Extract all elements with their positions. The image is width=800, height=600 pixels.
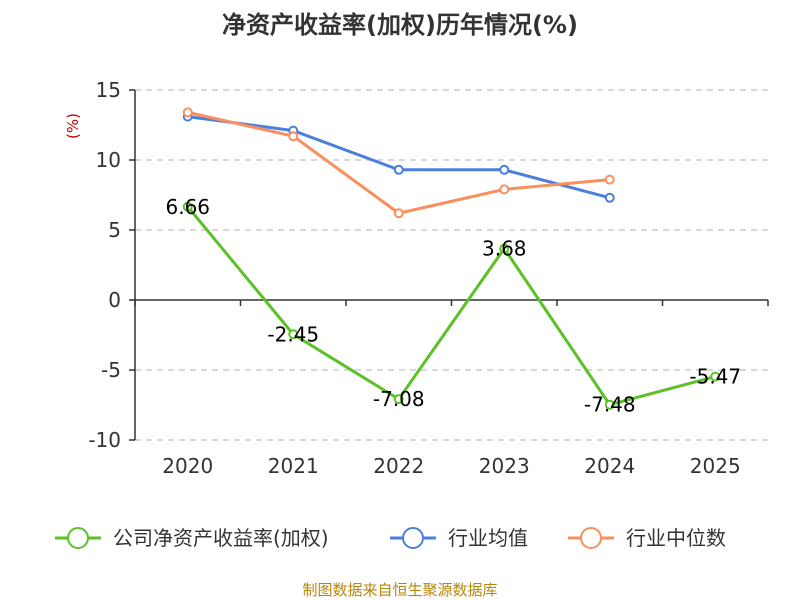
data-point	[499, 184, 510, 195]
x-tick-label: 2022	[373, 454, 424, 478]
chart-title: 净资产收益率(加权)历年情况(%)	[222, 11, 578, 39]
legend-label: 公司净资产收益率(加权)	[113, 526, 329, 550]
series-line-2	[187, 110, 610, 215]
data-point	[393, 164, 404, 175]
x-tick-label: 2020	[162, 454, 213, 478]
legend-swatch-marker	[402, 527, 424, 549]
x-tick-label: 2021	[268, 454, 319, 478]
data-label: -5.47	[689, 365, 741, 389]
x-tick-label: 2023	[479, 454, 530, 478]
data-point	[288, 329, 299, 340]
y-tick-label: -10	[88, 428, 121, 452]
data-point	[288, 131, 299, 142]
data-label: 3.68	[482, 236, 527, 260]
y-tick-label: 15	[96, 78, 121, 102]
data-label: 6.66	[165, 195, 210, 219]
legend-swatch-marker	[580, 527, 602, 549]
series-line-0	[186, 205, 716, 407]
y-tick-label: 5	[108, 218, 121, 242]
y-tick-label: 10	[96, 148, 121, 172]
legend-item-0[interactable]: 公司净资产收益率(加权)	[55, 526, 329, 550]
data-point	[182, 107, 193, 118]
data-point	[499, 243, 510, 254]
data-label: -7.48	[584, 393, 636, 417]
source-footer: 制图数据来自恒生聚源数据库	[302, 581, 497, 599]
legend-item-1[interactable]: 行业均值	[390, 526, 528, 550]
data-label: -2.45	[267, 322, 319, 346]
data-point	[604, 399, 615, 410]
axes: 15 10 5 0 -5 -10 2020 2021 2022 2023 2024 2025	[88, 78, 769, 478]
legend: 公司净资产收益率(加权) 行业均值 行业中位数	[55, 526, 726, 550]
data-point	[604, 192, 615, 203]
data-point	[499, 164, 510, 175]
data-point	[393, 208, 404, 219]
legend-swatch-marker	[67, 527, 89, 549]
data-point	[182, 201, 193, 212]
legend-item-2[interactable]: 行业中位数	[568, 526, 726, 550]
legend-label: 行业均值	[448, 526, 528, 550]
data-point	[604, 174, 615, 185]
data-labels: 6.66 -2.45 -7.08 3.68 -7.48 -5.47	[165, 195, 741, 417]
data-point	[710, 371, 721, 382]
y-tick-label: 0	[108, 288, 121, 312]
x-tick-label: 2024	[584, 454, 635, 478]
data-point	[393, 394, 404, 405]
y-axis-unit: (%)	[64, 113, 82, 139]
series-lines	[182, 107, 721, 410]
x-tick-label: 2025	[690, 454, 741, 478]
y-tick-label: -5	[101, 358, 121, 382]
legend-label: 行业中位数	[626, 526, 726, 550]
data-label: -7.08	[373, 387, 425, 411]
